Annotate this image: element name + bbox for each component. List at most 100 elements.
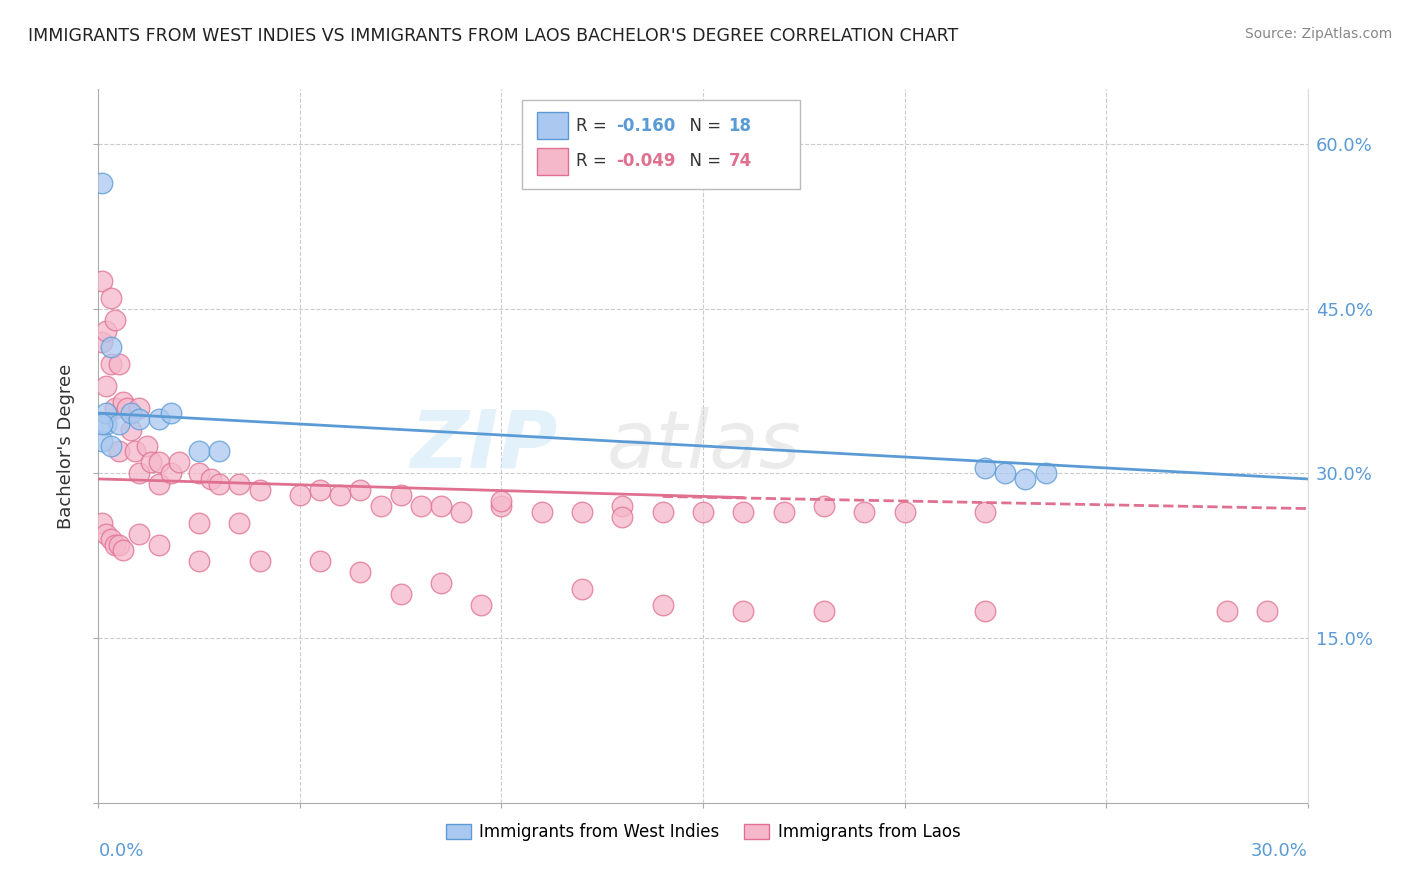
Point — [491, 500, 513, 514]
Point — [249, 483, 271, 497]
Point — [91, 417, 114, 431]
Point — [1216, 604, 1239, 618]
Point — [249, 554, 271, 568]
Text: 18: 18 — [728, 117, 751, 135]
Point — [692, 505, 714, 519]
Bar — [537, 112, 568, 139]
Point — [91, 516, 114, 530]
Point — [120, 406, 142, 420]
Point — [100, 340, 122, 354]
Point — [107, 417, 129, 431]
Point — [430, 500, 453, 514]
Point — [188, 467, 211, 481]
Point — [107, 357, 129, 371]
Point — [349, 483, 371, 497]
Point — [148, 411, 170, 425]
Point — [115, 401, 138, 415]
Point — [651, 598, 673, 612]
Text: -0.160: -0.160 — [616, 117, 675, 135]
Point — [612, 510, 634, 524]
Text: 30.0%: 30.0% — [1251, 842, 1308, 860]
Point — [124, 444, 146, 458]
Text: R =: R = — [576, 117, 612, 135]
Point — [389, 488, 412, 502]
Point — [974, 505, 997, 519]
Point — [893, 505, 915, 519]
Point — [370, 500, 392, 514]
Point — [1256, 604, 1278, 618]
Point — [813, 500, 835, 514]
Text: Source: ZipAtlas.com: Source: ZipAtlas.com — [1244, 27, 1392, 41]
Point — [1014, 472, 1036, 486]
Point — [148, 455, 170, 469]
Point — [288, 488, 311, 502]
Point — [91, 334, 114, 349]
Point — [103, 401, 125, 415]
Point — [450, 505, 472, 519]
Text: R =: R = — [576, 153, 612, 170]
Legend: Immigrants from West Indies, Immigrants from Laos: Immigrants from West Indies, Immigrants … — [439, 817, 967, 848]
Point — [974, 604, 997, 618]
Point — [148, 538, 170, 552]
Point — [128, 467, 150, 481]
Point — [107, 444, 129, 458]
Point — [430, 576, 453, 591]
Point — [96, 406, 118, 420]
Point — [96, 417, 118, 431]
Point — [188, 516, 211, 530]
Text: IMMIGRANTS FROM WEST INDIES VS IMMIGRANTS FROM LAOS BACHELOR'S DEGREE CORRELATIO: IMMIGRANTS FROM WEST INDIES VS IMMIGRANT… — [28, 27, 959, 45]
Text: atlas: atlas — [606, 407, 801, 485]
Point — [111, 543, 134, 558]
Point — [100, 439, 122, 453]
Text: 0.0%: 0.0% — [98, 842, 143, 860]
Point — [100, 291, 122, 305]
Text: N =: N = — [679, 153, 725, 170]
Point — [128, 526, 150, 541]
Point — [329, 488, 352, 502]
Point — [309, 483, 332, 497]
Point — [188, 554, 211, 568]
Point — [167, 455, 190, 469]
Point — [100, 357, 122, 371]
Point — [96, 324, 118, 338]
Point — [91, 176, 114, 190]
Point — [571, 582, 593, 596]
Text: 74: 74 — [728, 153, 752, 170]
Point — [103, 312, 125, 326]
Point — [111, 395, 134, 409]
Point — [994, 467, 1017, 481]
Point — [491, 494, 513, 508]
Point — [135, 439, 157, 453]
Point — [409, 500, 432, 514]
Point — [160, 467, 183, 481]
Point — [200, 472, 222, 486]
Text: N =: N = — [679, 117, 725, 135]
FancyBboxPatch shape — [522, 100, 800, 189]
Point — [120, 423, 142, 437]
Point — [139, 455, 162, 469]
Point — [974, 461, 997, 475]
Point — [128, 401, 150, 415]
Point — [651, 505, 673, 519]
Point — [530, 505, 553, 519]
Text: ZIP: ZIP — [411, 407, 558, 485]
Point — [91, 434, 114, 448]
Point — [188, 444, 211, 458]
Point — [733, 604, 755, 618]
Point — [853, 505, 876, 519]
Point — [208, 444, 231, 458]
Point — [813, 604, 835, 618]
Point — [148, 477, 170, 491]
Point — [107, 538, 129, 552]
Bar — [537, 148, 568, 175]
Point — [208, 477, 231, 491]
Point — [571, 505, 593, 519]
Point — [228, 516, 250, 530]
Point — [309, 554, 332, 568]
Point — [91, 274, 114, 288]
Point — [103, 538, 125, 552]
Point — [96, 378, 118, 392]
Text: -0.049: -0.049 — [616, 153, 675, 170]
Point — [733, 505, 755, 519]
Y-axis label: Bachelor's Degree: Bachelor's Degree — [56, 363, 75, 529]
